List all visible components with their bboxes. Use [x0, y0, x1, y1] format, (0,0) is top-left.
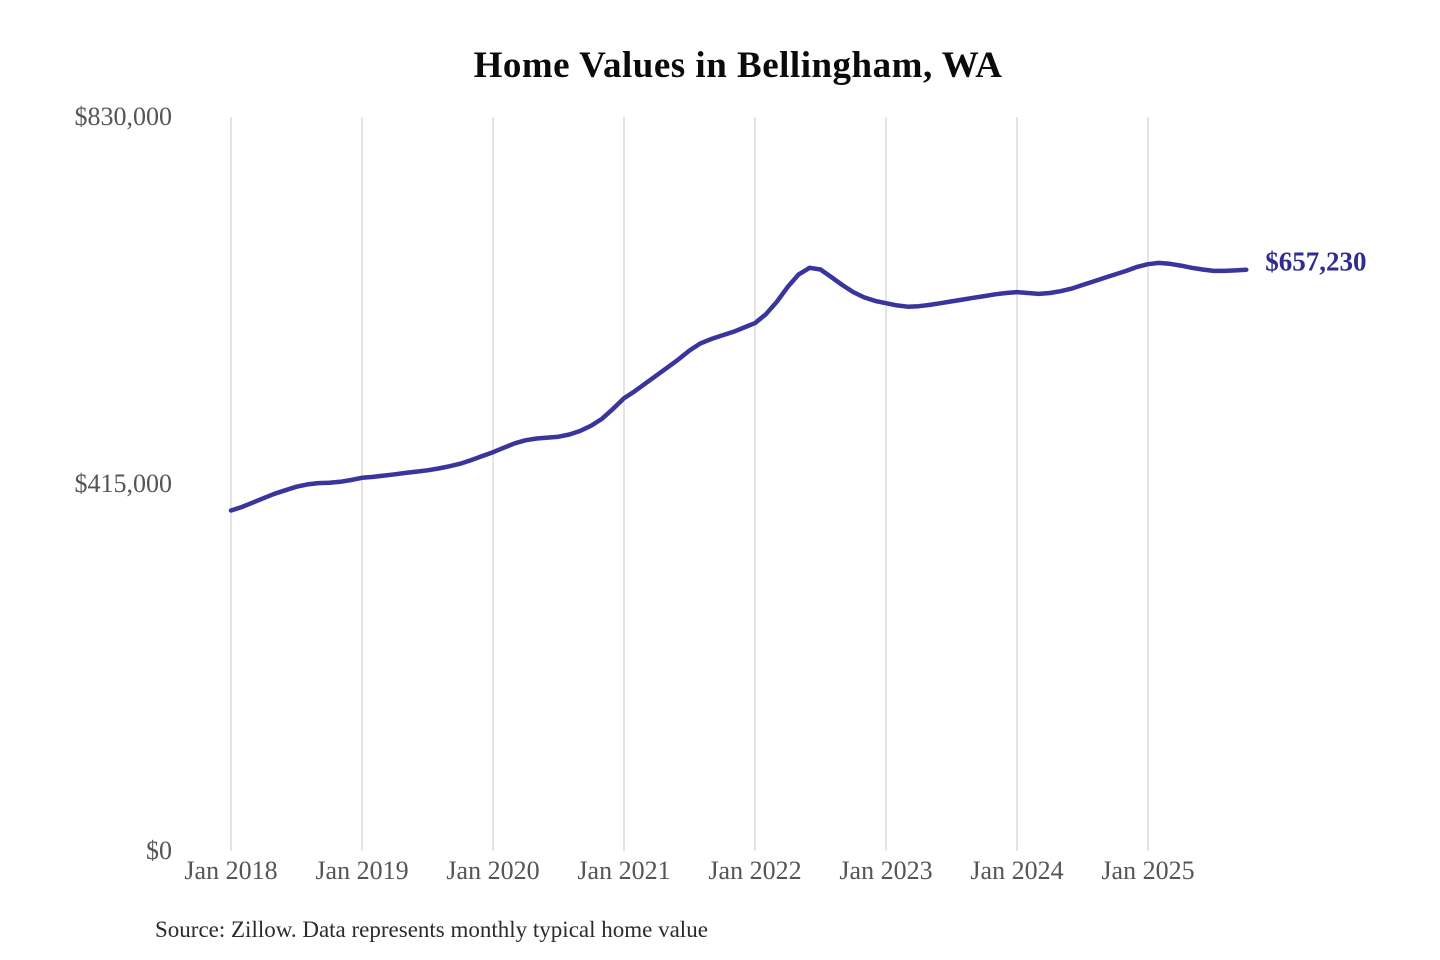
home-value-line	[228, 260, 1249, 513]
x-axis-tick-label: Jan 2023	[839, 856, 933, 885]
y-axis-tick-label: $0	[146, 836, 172, 865]
x-axis-tick-label: Jan 2021	[577, 856, 671, 885]
vertical-gridlines	[230, 117, 1149, 851]
source-note: Source: Zillow. Data represents monthly …	[155, 917, 708, 942]
x-axis-tick-label: Jan 2024	[970, 856, 1064, 885]
y-axis-tick-label: $830,000	[74, 102, 173, 131]
x-axis-tick-label: Jan 2019	[315, 856, 409, 885]
latest-value-label: $657,230	[1265, 246, 1367, 277]
y-axis-tick-label: $415,000	[74, 469, 173, 498]
x-axis-tick-label: Jan 2018	[184, 856, 278, 885]
x-axis-tick-label: Jan 2020	[446, 856, 540, 885]
chart-title: Home Values in Bellingham, WA	[473, 45, 1003, 86]
x-axis-tick-label: Jan 2022	[708, 856, 802, 885]
x-axis-tick-label: Jan 2025	[1101, 856, 1195, 885]
